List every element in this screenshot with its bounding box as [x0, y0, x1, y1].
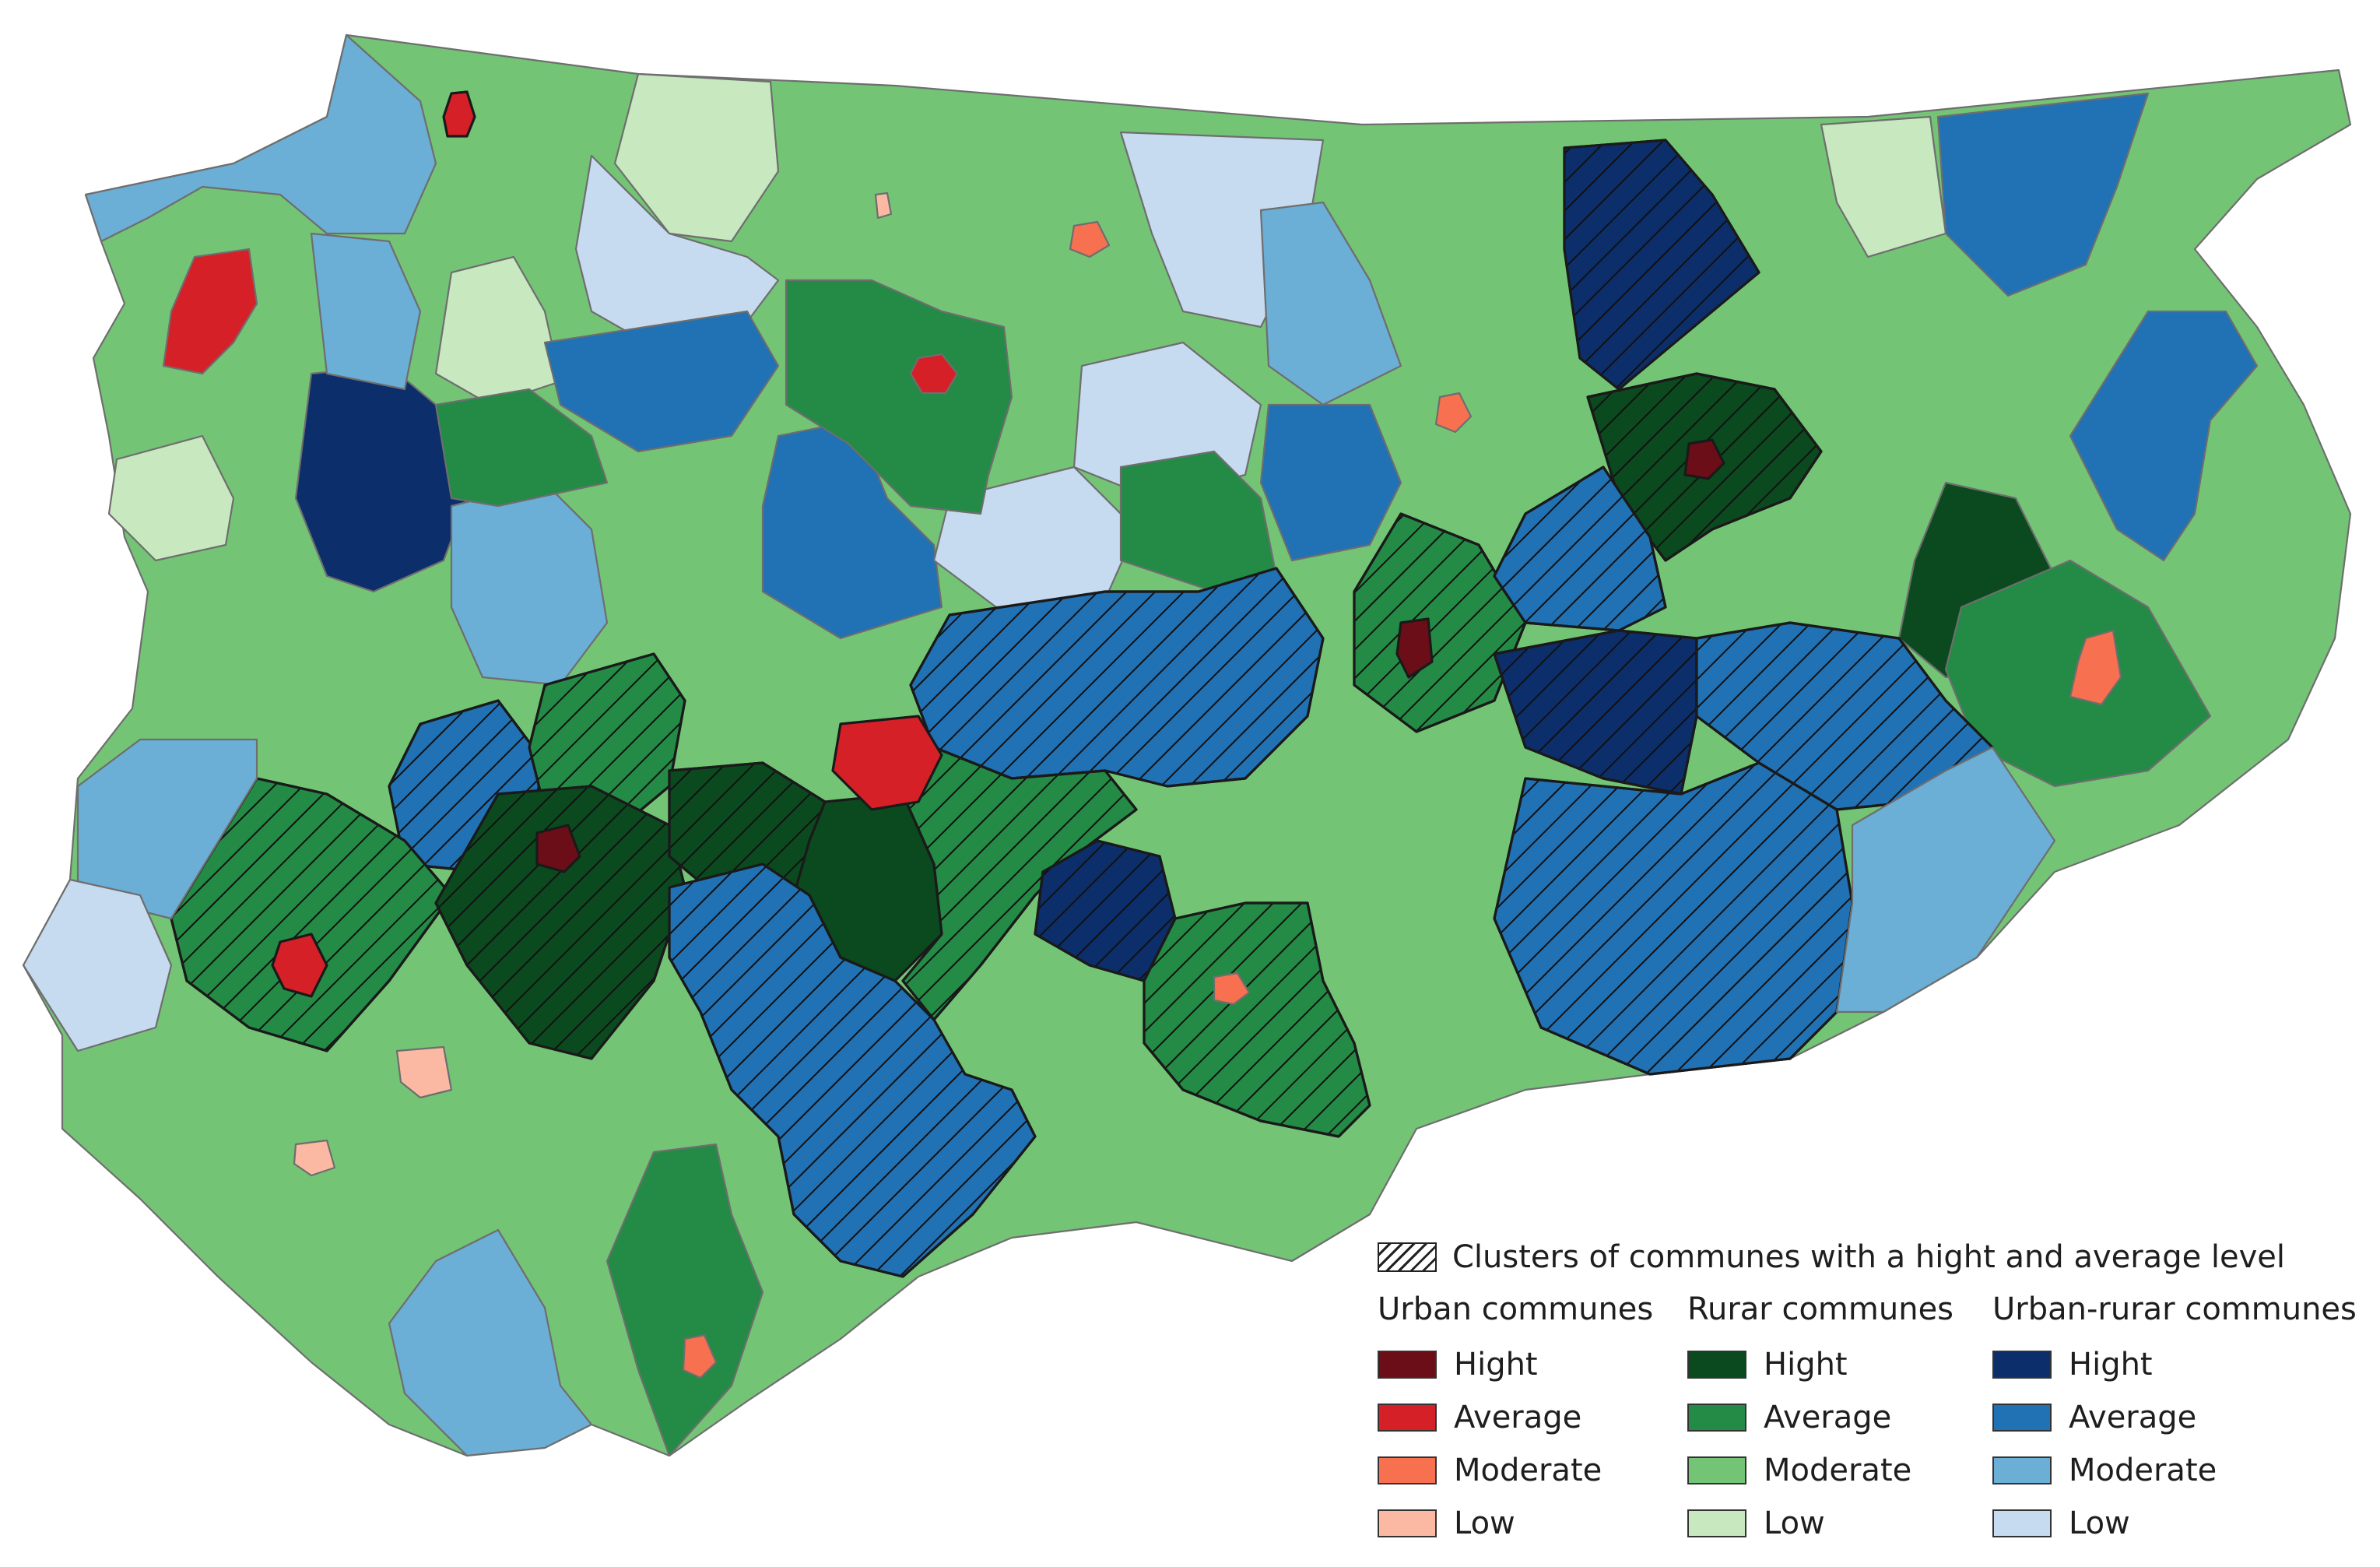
legend-item-label: Hight [2069, 1347, 2153, 1383]
legend-swatch [1687, 1509, 1746, 1537]
legend-item: Average [1687, 1398, 1953, 1437]
legend-group-urban-rural: Urban-rurar communes Hight Average Moder… [1992, 1294, 2357, 1557]
legend-item-label: Moderate [1454, 1453, 1602, 1488]
urban-sw-red [271, 933, 328, 998]
legend-group-title: Urban communes [1378, 1291, 1654, 1327]
legend-item-label: Low [1764, 1506, 1825, 1541]
commune-blue-mod-n [1259, 201, 1402, 406]
legend-swatch [1687, 1351, 1746, 1379]
legend-swatch [1378, 1456, 1437, 1484]
urban-ne-moderate [1434, 392, 1473, 434]
legend-cluster-row: Clusters of communes with a hight and av… [1378, 1238, 2285, 1277]
legend-item: Hight [1687, 1345, 1953, 1384]
commune-sw-low [107, 434, 235, 562]
legend-group-title: Urban-rurar communes [1992, 1291, 2357, 1327]
legend-item: Low [1687, 1504, 1953, 1543]
urban-s-moderate [682, 1333, 718, 1379]
commune-green-avg-w [434, 388, 609, 508]
legend-item-label: Moderate [1764, 1453, 1912, 1488]
legend-swatch [1992, 1456, 2052, 1484]
commune-se-mod-blue [1835, 746, 2056, 1014]
legend-item-label: Hight [1454, 1347, 1538, 1383]
legend-swatch [1992, 1351, 2052, 1379]
urban-ne-high [1683, 438, 1725, 480]
legend-hatch-swatch [1378, 1242, 1437, 1272]
legend-item: Moderate [1378, 1451, 1653, 1490]
legend-group-urban: Urban communes Hight Average Moderate Lo… [1378, 1294, 1653, 1557]
legend-item-label: Average [2069, 1400, 2197, 1435]
cluster-c-blue-large-hatch [668, 863, 1037, 1278]
legend-item: Low [1378, 1504, 1653, 1543]
commune-s-mod-blue [388, 1228, 593, 1457]
cluster-east-blue-n-hatch [1493, 466, 1667, 632]
legend-item-label: Average [1764, 1400, 1892, 1435]
legend-item-label: Average [1454, 1400, 1582, 1435]
cluster-c-green-avg-diag-hatch [901, 746, 1138, 1021]
urban-sw-low [395, 1045, 453, 1099]
urban-c-average-large [831, 715, 943, 811]
legend-item: Moderate [1992, 1451, 2357, 1490]
legend-cluster-label: Clusters of communes with a hight and av… [1452, 1239, 2286, 1275]
urban-n-moderate [1069, 220, 1111, 258]
commune-w-low-blue [22, 878, 173, 1052]
cluster-central-green-avg-hatch [1353, 512, 1527, 733]
legend-swatch [1378, 1509, 1437, 1537]
cluster-east-darkblue-hatch [1493, 629, 1698, 796]
commune-nw-coast [84, 33, 437, 243]
legend-swatch [1992, 1509, 2052, 1537]
legend-item-label: Low [2069, 1506, 2130, 1541]
cluster-east-blue-s-hatch [1493, 761, 1854, 1076]
legend-item: Hight [1992, 1345, 2357, 1384]
urban-c-high [1395, 617, 1434, 679]
commune-green-avg-n [785, 279, 1013, 515]
legend-group-rural: Rurar communes Hight Average Moderate Lo… [1687, 1294, 1953, 1557]
urban-sw-low-2 [293, 1139, 336, 1177]
commune-blue-mod-2 [310, 232, 422, 391]
commune-ne-high-strip-hatch [1563, 139, 1760, 391]
legend-item: Average [1378, 1398, 1653, 1437]
legend-item: Hight [1378, 1345, 1653, 1384]
legend-group-title: Rurar communes [1687, 1291, 1954, 1327]
commune-ne-low [1820, 115, 1947, 258]
legend-item-label: Hight [1764, 1347, 1848, 1383]
legend-swatch [1992, 1404, 2052, 1432]
commune-ne-avg [1936, 92, 2150, 297]
urban-c-moderate [1213, 971, 1251, 1006]
legend-swatch [1378, 1351, 1437, 1379]
cluster-sw-green-avg-hatch [170, 777, 453, 1052]
cluster-w-green-high-1-hatch [434, 785, 686, 1060]
map-legend: Clusters of communes with a hight and av… [1378, 1238, 2374, 1557]
urban-n-red [909, 353, 959, 395]
urban-nw-red [162, 248, 258, 375]
legend-item: Low [1992, 1504, 2357, 1543]
commune-w-mod-blue [76, 738, 258, 920]
legend-item: Average [1992, 1398, 2357, 1437]
commune-blue-avg-1 [543, 310, 780, 453]
commune-s-green-avg [606, 1143, 764, 1457]
legend-item: Moderate [1687, 1451, 1953, 1490]
commune-top-low-1 [613, 72, 780, 243]
urban-e-moderate [2069, 629, 2122, 706]
commune-blue-avg-n [1259, 403, 1402, 562]
urban-n-small-low [874, 191, 893, 220]
legend-swatch [1378, 1404, 1437, 1432]
urban-north [442, 90, 476, 138]
commune-e-avg [2069, 310, 2259, 562]
legend-swatch [1687, 1404, 1746, 1432]
cluster-west-green-avg-n-hatch [528, 652, 686, 827]
legend-swatch [1687, 1456, 1746, 1484]
legend-item-label: Moderate [2069, 1453, 2217, 1488]
cluster-s-green-avg-hatch [1143, 901, 1371, 1138]
legend-item-label: Low [1454, 1506, 1515, 1541]
urban-w-high [535, 824, 581, 873]
